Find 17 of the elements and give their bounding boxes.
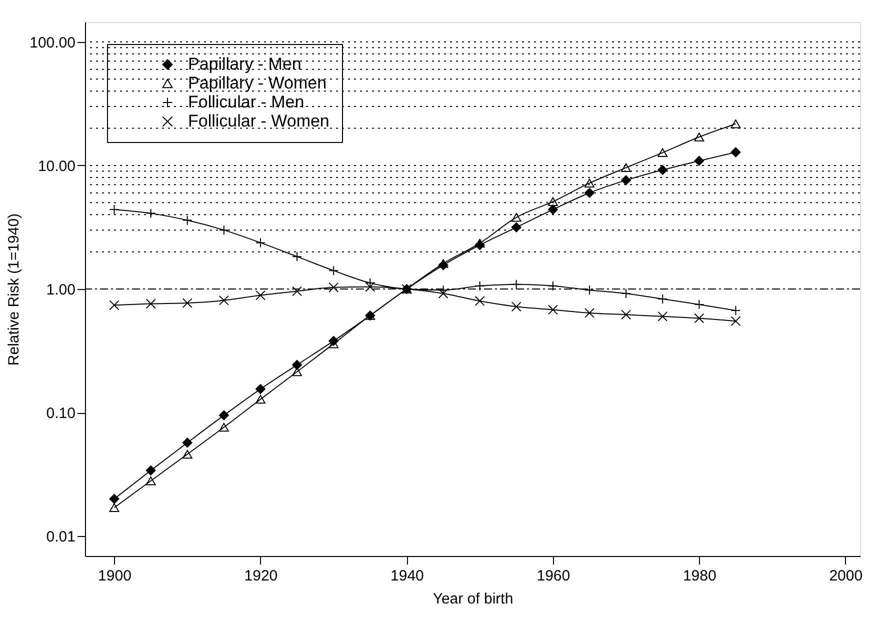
x-tick-label: 1960 — [536, 568, 570, 584]
x-tick-label: 2000 — [829, 568, 863, 584]
y-axis-title: Relative Risk (1=1940) — [6, 213, 23, 366]
x-tick-label: 1900 — [98, 568, 132, 584]
y-tick-label: 10.00 — [38, 158, 76, 175]
y-tick-label: 1.00 — [46, 282, 76, 299]
legend-label: Papillary - Men — [188, 54, 302, 74]
legend-label: Follicular - Men — [188, 92, 304, 112]
x-tick-label: 1920 — [244, 568, 278, 584]
y-tick-label: 0.01 — [46, 528, 76, 546]
x-axis-title: Year of birth — [432, 590, 514, 608]
y-tick-label: 100.00 — [30, 34, 76, 52]
y-tick-label: 0.10 — [46, 405, 76, 422]
legend-label: Papillary - Women — [188, 74, 327, 92]
x-tick-label: 1980 — [682, 568, 716, 584]
x-tick-label: 1940 — [390, 568, 424, 584]
legend-label: Follicular - Women — [188, 112, 330, 130]
